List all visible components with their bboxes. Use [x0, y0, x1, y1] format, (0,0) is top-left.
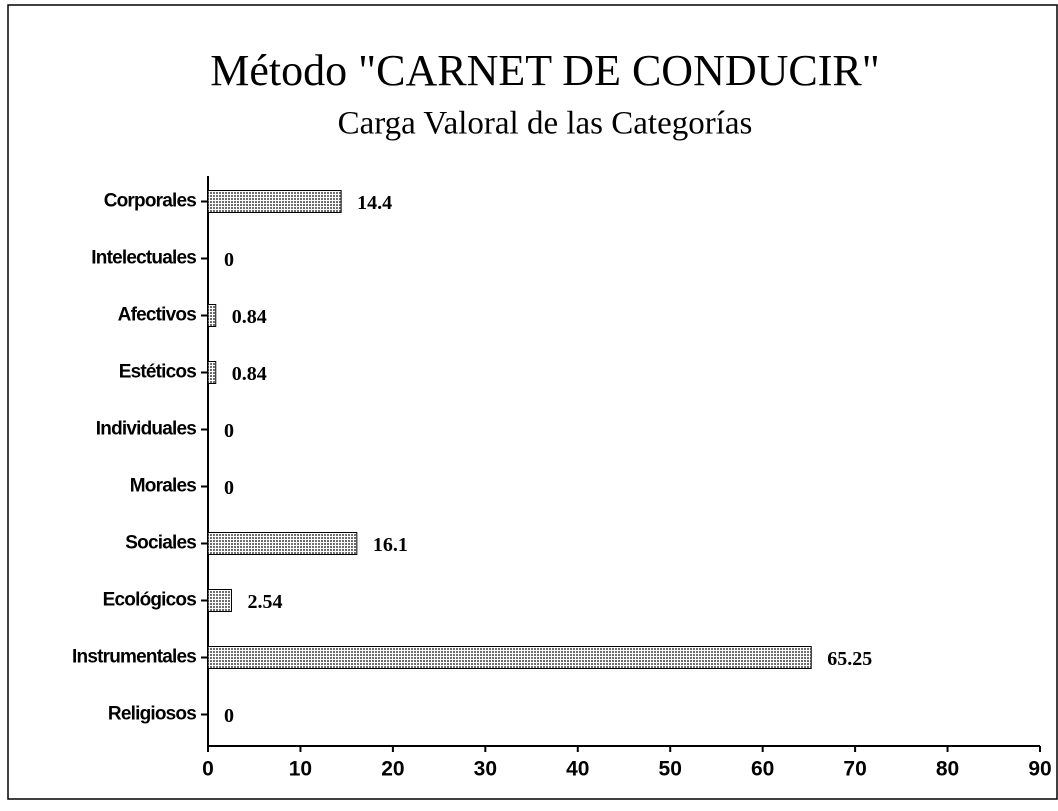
value-label: 0: [224, 705, 234, 727]
x-tick-label: 40: [566, 758, 589, 781]
x-tick-label: 70: [843, 758, 866, 781]
y-tick-label: Corporales: [104, 191, 197, 212]
y-tick-label: Afectivos: [118, 305, 197, 326]
frame: [7, 4, 1058, 800]
x-tick-label: 0: [202, 758, 214, 781]
value-label: 65.25: [827, 648, 872, 670]
bar: [207, 190, 342, 213]
bar: [207, 532, 358, 555]
bar: [207, 589, 232, 612]
value-label: 0: [224, 477, 234, 499]
x-tick-label: 30: [474, 758, 497, 781]
chart-subtitle: Carga Valoral de las Categorías: [338, 106, 753, 142]
x-tick-label: 80: [936, 758, 959, 781]
y-tick-label: Individuales: [96, 419, 196, 440]
x-tick-label: 60: [751, 758, 774, 781]
y-tick-label: Ecológicos: [103, 590, 197, 611]
value-label: 0: [224, 249, 234, 271]
bar: [207, 646, 812, 669]
value-label: 16.1: [373, 534, 408, 556]
y-tick-label: Instrumentales: [72, 647, 196, 668]
x-tick-label: 20: [381, 758, 404, 781]
y-tick-label: Sociales: [125, 533, 196, 554]
chart-title: Método "CARNET DE CONDUCIR": [210, 46, 879, 95]
y-tick-label: Intelectuales: [91, 248, 196, 269]
value-label: 2.54: [247, 591, 282, 613]
bar: [207, 361, 217, 384]
y-tick-label: Morales: [130, 476, 196, 497]
y-tick-label: Estéticos: [119, 362, 197, 383]
value-label: 0.84: [232, 306, 267, 328]
bar: [207, 304, 217, 327]
value-label: 14.4: [357, 192, 392, 214]
x-tick-label: 50: [659, 758, 682, 781]
y-tick-label: Religiosos: [108, 704, 196, 725]
x-tick-label: 10: [289, 758, 312, 781]
value-label: 0.84: [232, 363, 267, 385]
x-tick-label: 90: [1028, 758, 1051, 781]
value-label: 0: [224, 420, 234, 442]
